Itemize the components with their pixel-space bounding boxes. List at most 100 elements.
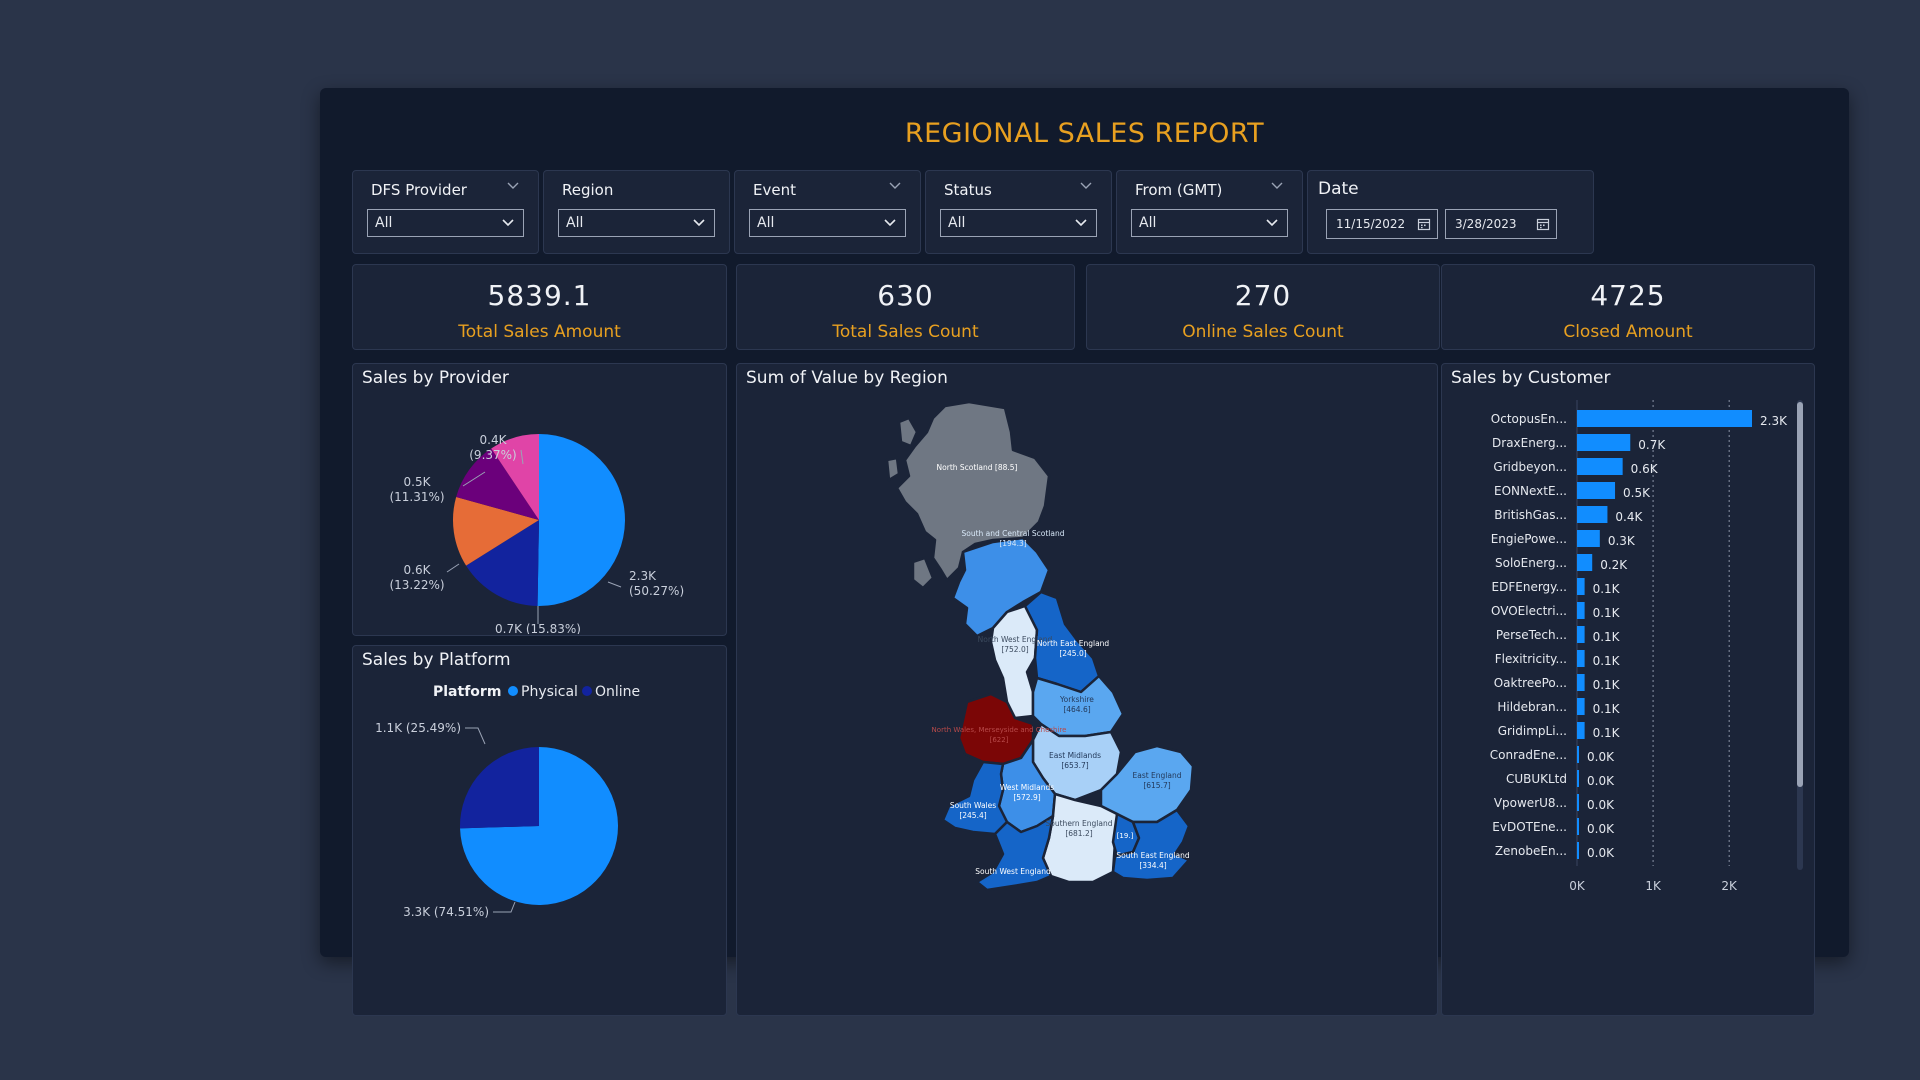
island-shape: [885, 456, 901, 482]
region-south-wales[interactable]: [941, 760, 1009, 836]
customer-bar-chart[interactable]: OctopusEn... 2.3K DraxEnerg... 0.7K Gridbeyo…: [1442, 400, 1814, 1015]
calendar-icon[interactable]: [1536, 217, 1550, 231]
region-value: 194.3: [1002, 539, 1024, 548]
bar[interactable]: [1577, 722, 1585, 739]
legend-item: Online: [595, 684, 640, 700]
region-label: North Scotland [88.5]: [937, 463, 1018, 472]
kpi-value: 630: [877, 279, 934, 312]
date-to-input[interactable]: 3/28/2023: [1445, 209, 1557, 239]
bar-data-label: 0.1K: [1593, 702, 1621, 716]
pie-data-label: (50.27%): [629, 584, 684, 598]
bar[interactable]: [1577, 458, 1623, 475]
category-label: OctopusEn...: [1491, 412, 1567, 426]
slicer-region[interactable]: Region All: [543, 170, 730, 254]
bar[interactable]: [1577, 770, 1579, 787]
pie-slice[interactable]: [460, 747, 539, 829]
chevron-down-icon[interactable]: [888, 179, 902, 193]
bar[interactable]: [1577, 578, 1585, 595]
pie-data-label: (9.37%): [469, 448, 516, 462]
category-label: OaktreePo...: [1494, 676, 1567, 690]
pie-slice[interactable]: [466, 520, 539, 606]
legend-marker: [582, 686, 592, 696]
chevron-down-icon[interactable]: [506, 179, 520, 193]
region-map[interactable]: North Scotland [88.5] South and Central …: [737, 402, 1437, 942]
region-label: North Wales, Merseyside and Cheshire: [932, 726, 1067, 734]
sales-by-provider-panel[interactable]: Sales by Provider 2.3K (50.27%) 0.7K (15.8…: [352, 363, 727, 636]
region-name: North Scotland: [937, 463, 993, 472]
pie-slice[interactable]: [460, 747, 618, 905]
category-label: CUBUKLtd: [1506, 772, 1567, 786]
scrollbar-thumb[interactable]: [1797, 402, 1803, 787]
chart-title: Sales by Customer: [1451, 368, 1611, 388]
calendar-icon[interactable]: [1417, 217, 1431, 231]
region-label: North West England: [978, 635, 1053, 644]
bar[interactable]: [1577, 818, 1579, 835]
region-name: North East England: [1037, 639, 1110, 648]
region-value: 653.7: [1064, 761, 1086, 770]
chart-title: Sales by Provider: [362, 368, 509, 388]
chevron-down-icon[interactable]: [1079, 179, 1093, 193]
pie-slice[interactable]: [491, 434, 539, 520]
date-from-input[interactable]: 11/15/2022: [1326, 209, 1438, 239]
bar-data-label: 0.1K: [1593, 630, 1621, 644]
slicer-dropdown[interactable]: All: [749, 209, 906, 237]
pie-data-label: 0.6K: [404, 563, 432, 577]
bar[interactable]: [1577, 482, 1616, 499]
legend-item: Physical: [521, 684, 578, 700]
bar[interactable]: [1577, 602, 1585, 619]
category-label: SoloEnerg...: [1495, 556, 1567, 570]
chevron-down-icon[interactable]: [1270, 179, 1284, 193]
bar[interactable]: [1577, 506, 1608, 523]
date-to-value: 3/28/2023: [1455, 217, 1517, 231]
pie-slice[interactable]: [453, 496, 539, 566]
bar[interactable]: [1577, 842, 1579, 859]
region-name: South and Central Scotland: [962, 529, 1065, 538]
slicer-dropdown[interactable]: All: [367, 209, 524, 237]
region-label: South and Central Scotland: [962, 529, 1065, 538]
provider-pie-chart[interactable]: 2.3K(50.27%) 0.7K (15.83%) 0.6K(13.22%) 0.5…: [353, 394, 726, 634]
x-tick-label: 0K: [1569, 879, 1586, 893]
bar-data-label: 0.0K: [1587, 798, 1615, 812]
sum-of-value-by-region-panel[interactable]: Sum of Value by Region: [736, 363, 1438, 1016]
region-label: Southern England: [1046, 819, 1113, 828]
bar[interactable]: [1577, 626, 1585, 643]
bar[interactable]: [1577, 410, 1752, 427]
slicer-dfs-provider[interactable]: DFS Provider All: [352, 170, 539, 254]
region-southern-england[interactable]: [1041, 792, 1119, 884]
bar[interactable]: [1577, 650, 1585, 667]
bar[interactable]: [1577, 698, 1585, 715]
platform-pie-chart[interactable]: Platform Physical Online 1.1K (25.49%) 3.3K …: [353, 676, 726, 1011]
region-label: West Midlands: [1000, 783, 1054, 792]
region-south-east-england[interactable]: [1111, 808, 1191, 882]
category-label: ConradEne...: [1490, 748, 1567, 762]
bar[interactable]: [1577, 530, 1600, 547]
slicer-dropdown[interactable]: All: [1131, 209, 1288, 237]
region-label: [681.2]: [1065, 829, 1092, 838]
slicer-dropdown[interactable]: All: [558, 209, 715, 237]
bar[interactable]: [1577, 794, 1579, 811]
report-canvas: REGIONAL SALES REPORT DFS Provider All R…: [320, 88, 1849, 1016]
kpi-card-total-sales-count: 630 Total Sales Count: [736, 264, 1075, 350]
bar[interactable]: [1577, 746, 1579, 763]
bar[interactable]: [1577, 674, 1585, 691]
region-value: 752.0: [1004, 645, 1026, 654]
region-value: 572.9: [1016, 793, 1038, 802]
sales-by-customer-panel[interactable]: Sales by Customer OctopusEn... 2.3K DraxEn…: [1441, 363, 1815, 1016]
slicer-status[interactable]: Status All: [925, 170, 1112, 254]
bar[interactable]: [1577, 434, 1631, 451]
category-label: VpowerU8...: [1494, 796, 1567, 810]
slicer-dropdown[interactable]: All: [940, 209, 1097, 237]
sales-by-platform-panel[interactable]: Sales by Platform Platform Physical Online…: [352, 645, 727, 1016]
slicer-event[interactable]: Event All: [734, 170, 921, 254]
category-label: PerseTech...: [1496, 628, 1567, 642]
pie-slice[interactable]: [537, 434, 626, 606]
x-tick-label: 2K: [1721, 879, 1738, 893]
bar[interactable]: [1577, 554, 1593, 571]
kpi-card-total-sales-amount: 5839.1 Total Sales Amount: [352, 264, 727, 350]
region-north-scotland[interactable]: [895, 402, 1051, 582]
pie-slice[interactable]: [456, 448, 539, 520]
slicer-from-gmt[interactable]: From (GMT) All: [1116, 170, 1303, 254]
region-south-west-england[interactable]: [975, 814, 1055, 892]
region-name: North Wales, Merseyside and Cheshire: [932, 726, 1067, 734]
bar-data-label: 0.4K: [1615, 510, 1643, 524]
